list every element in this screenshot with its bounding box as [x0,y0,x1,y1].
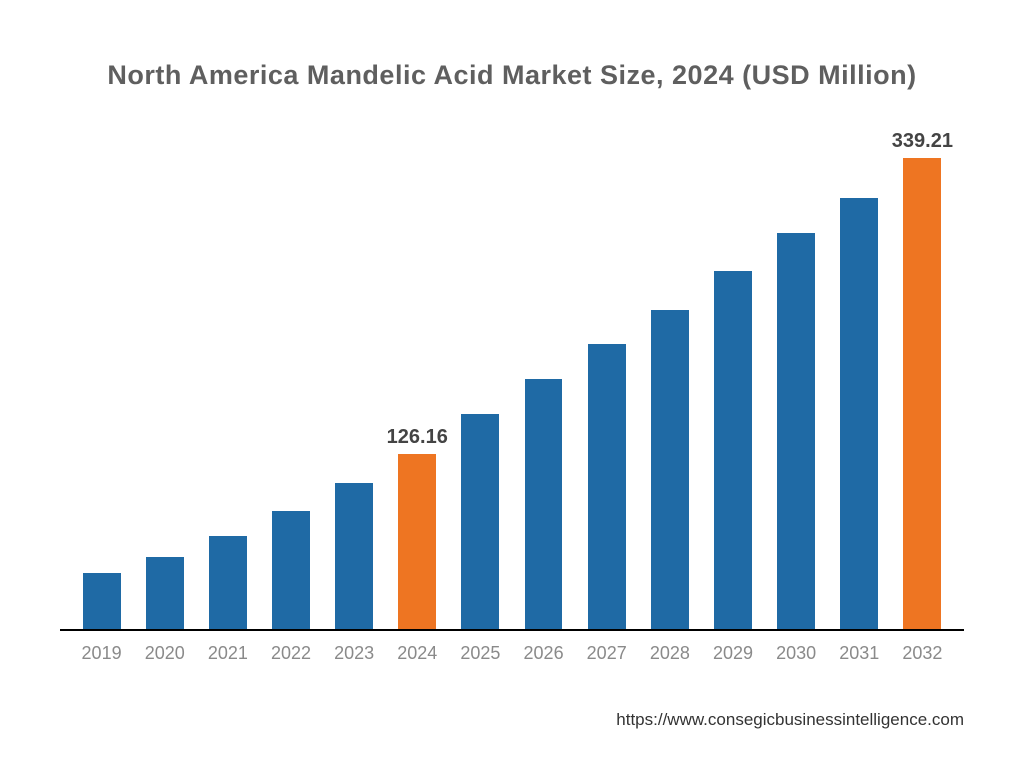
bar-value-label: 339.21 [892,130,953,153]
bar [525,379,563,629]
bar-slot [196,131,259,629]
bar [398,454,436,629]
bar [272,511,310,629]
bar-slot [512,131,575,629]
bar-slot [133,131,196,629]
x-axis-label: 2025 [449,643,512,664]
bar [335,483,373,629]
bar [777,233,815,629]
x-axis-label: 2030 [765,643,828,664]
x-axis-label: 2022 [259,643,322,664]
bar [651,310,689,629]
bar [146,557,184,629]
x-axis-label: 2031 [828,643,891,664]
bar-slot [701,131,764,629]
bar-chart: 126.16 339.21 [60,131,964,631]
bar-slot [259,131,322,629]
chart-wrap: 126.16339.21 201920202021202220232024202… [60,131,964,664]
bar-slot: 339.21 [891,131,954,629]
x-axis-label: 2028 [638,643,701,664]
bar-slot [323,131,386,629]
bar [588,344,626,629]
bar-slot [765,131,828,629]
x-axis-label: 2023 [323,643,386,664]
chart-container: North America Mandelic Acid Market Size,… [0,0,1024,768]
bar-value-label: 126.16 [387,426,448,449]
bar-slot [449,131,512,629]
bar-slot: 126.16 [386,131,449,629]
bar [840,198,878,629]
bar-slot [828,131,891,629]
bar [714,271,752,629]
x-axis-label: 2029 [701,643,764,664]
x-axis-label: 2021 [196,643,259,664]
bar-slot [70,131,133,629]
bar-slot [575,131,638,629]
x-axis-labels: 2019202020212022202320242025202620272028… [60,631,964,664]
source-url: https://www.consegicbusinessintelligence… [616,710,964,730]
x-axis-label: 2032 [891,643,954,664]
bar [209,536,247,629]
x-axis-label: 2019 [70,643,133,664]
x-axis-label: 2020 [133,643,196,664]
x-axis-label: 2027 [575,643,638,664]
bar [461,414,499,629]
bar [83,573,121,629]
x-axis-label: 2026 [512,643,575,664]
bar-slot [638,131,701,629]
bar [903,158,941,629]
chart-title: North America Mandelic Acid Market Size,… [40,60,984,91]
x-axis-label: 2024 [386,643,449,664]
